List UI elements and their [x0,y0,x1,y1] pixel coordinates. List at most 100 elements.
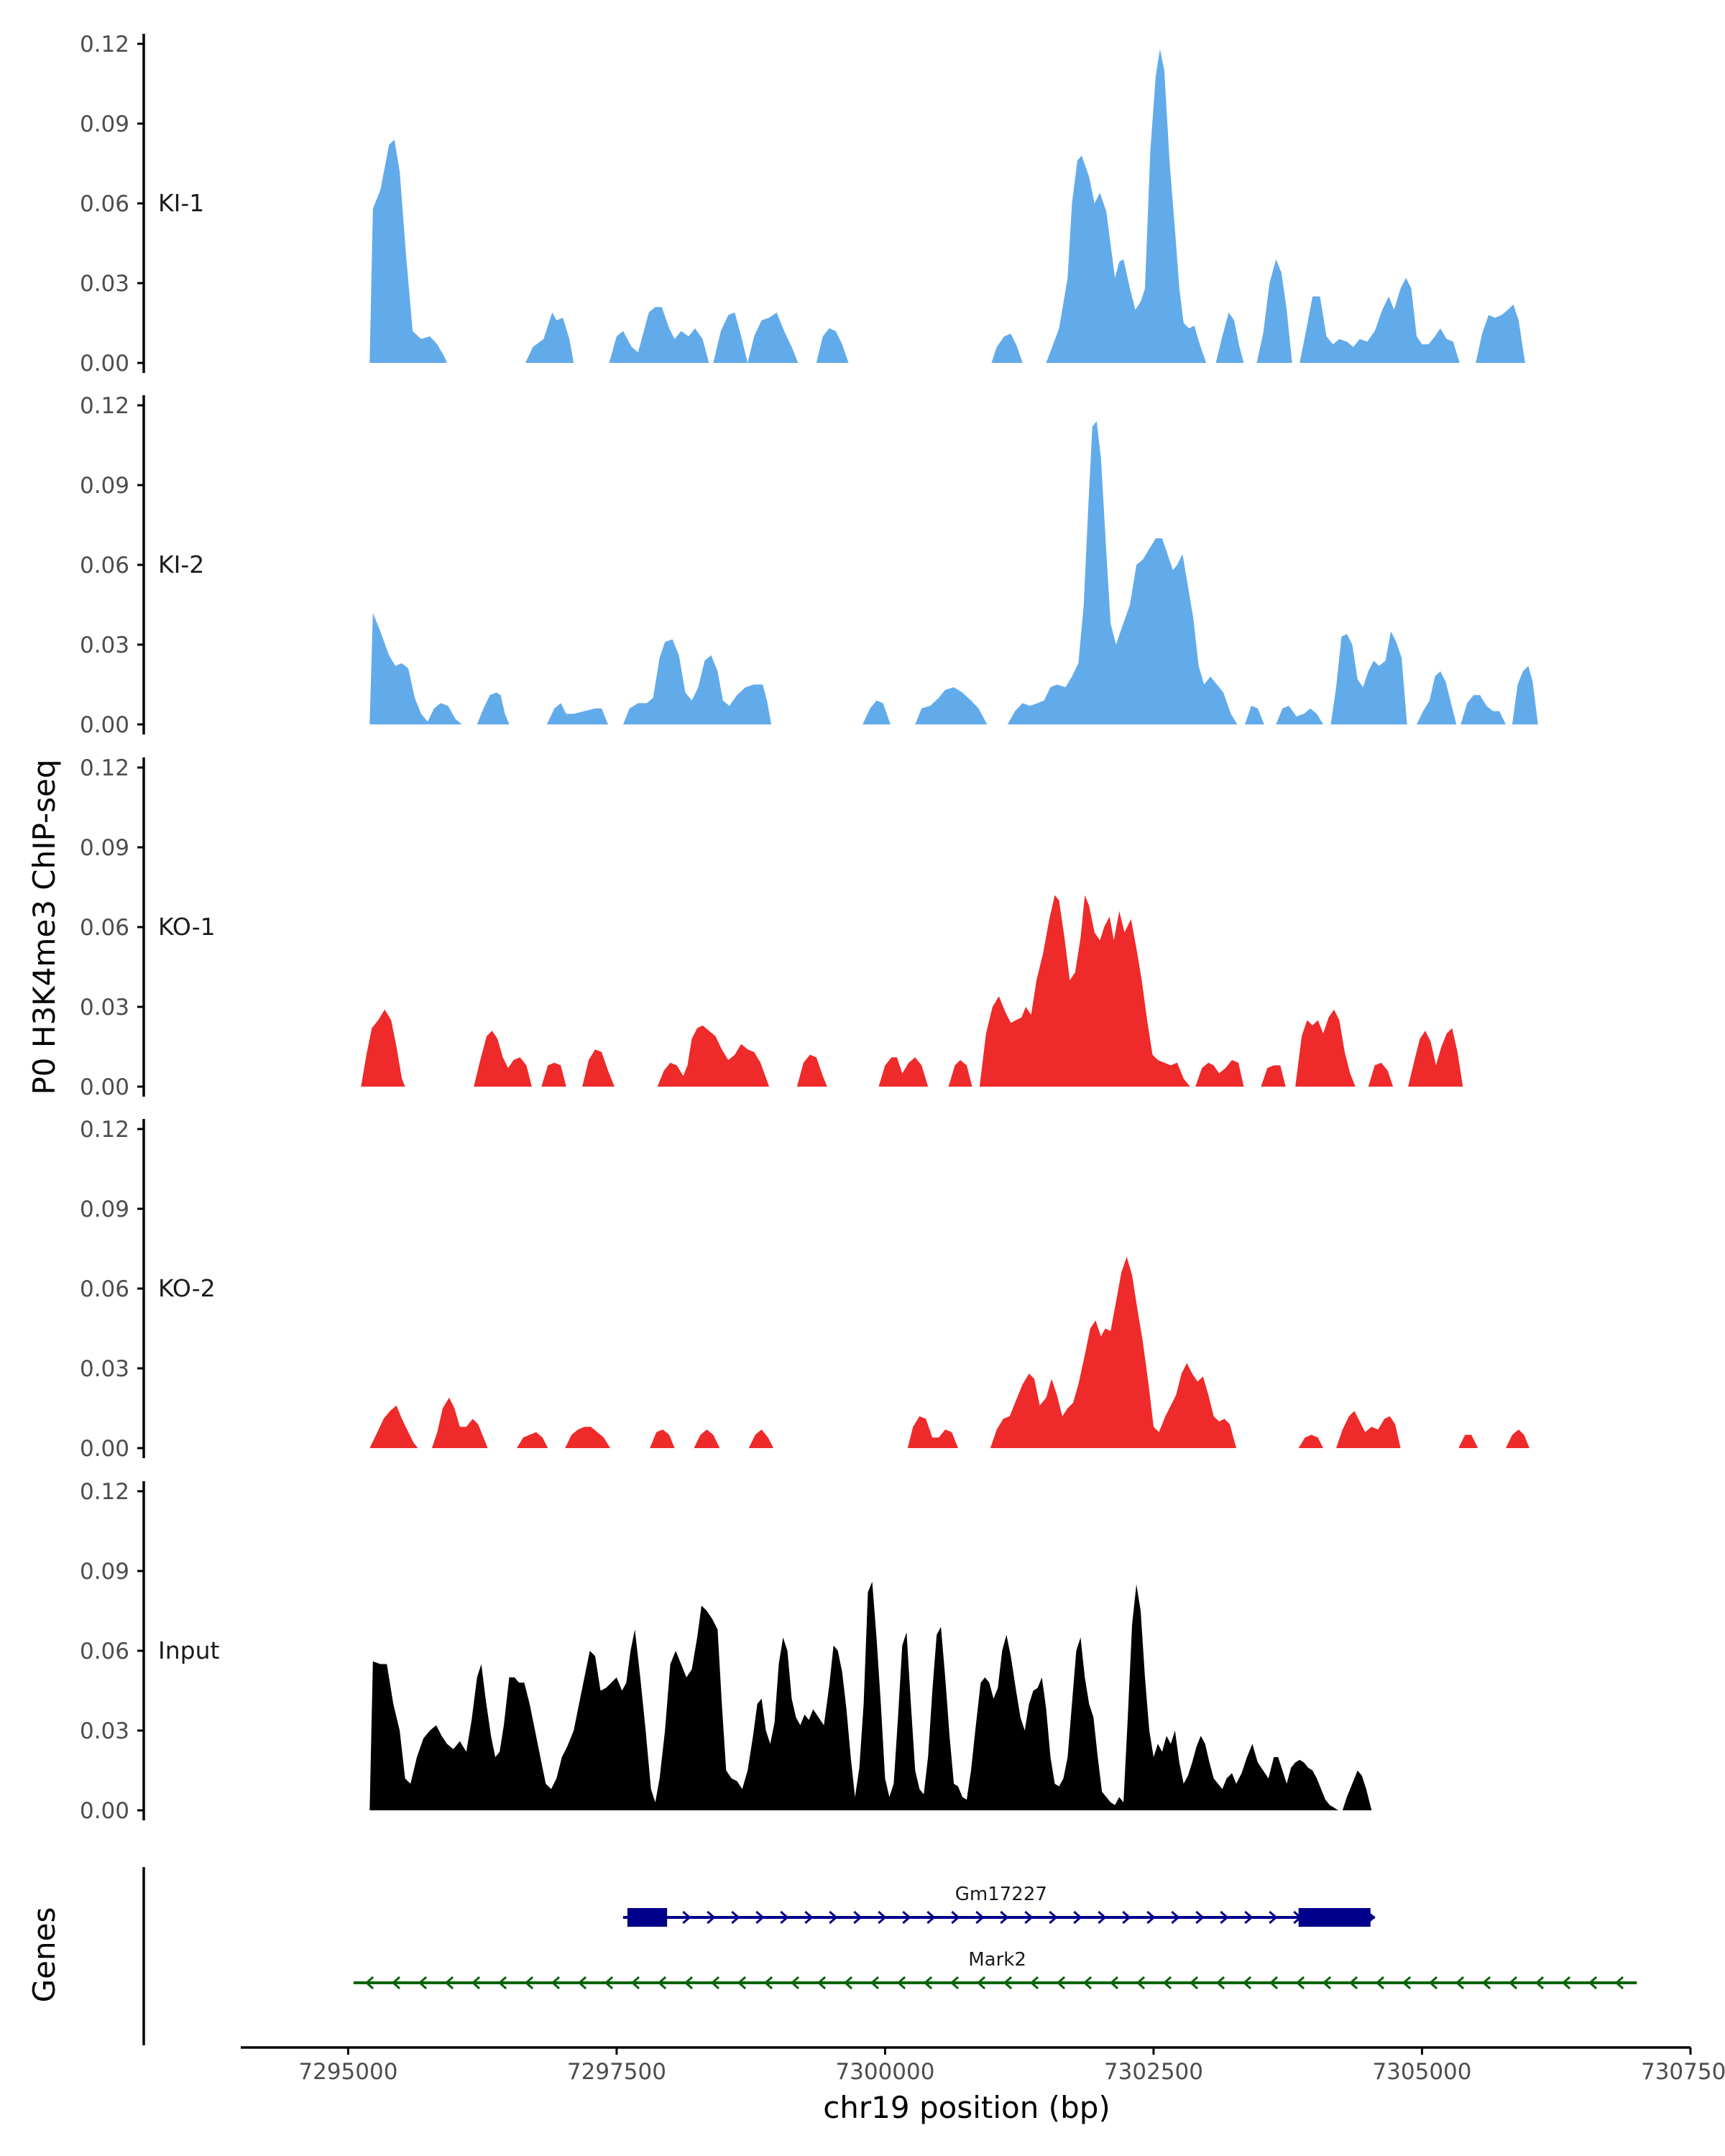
y-tick-label: 0.00 [80,1074,129,1100]
strand-arrow [1109,1976,1119,1990]
strand-arrow [1136,1976,1146,1990]
strand-arrow [1073,1910,1082,1925]
y-tick-label: 0.03 [80,271,129,297]
strand-arrow [1269,1910,1278,1925]
track-ki-2: 0.00 0.03 0.06 0.09 0.12 KI-2 [80,393,1538,738]
strand-arrow [1189,1976,1199,1990]
track-ko-1: 0.00 0.03 0.06 0.09 0.12 KO-1 [80,755,1463,1100]
track-label: KI-2 [158,550,204,579]
strand-arrow [657,1976,667,1990]
strand-arrow [1220,1910,1229,1925]
strand-arrow [418,1976,428,1990]
strand-arrow [804,1910,814,1925]
exon-block [627,1908,668,1927]
strand-arrow [1146,1910,1156,1925]
y-tick-label: 0.12 [80,393,129,419]
strand-arrow [1056,1976,1066,1990]
strand-arrow [684,1976,694,1990]
x-tick-label: 7307500 [1641,2059,1725,2085]
strand-arrow [949,1976,960,1990]
y-tick-label: 0.03 [80,1356,129,1382]
coverage-area-ko-1 [361,895,1463,1087]
y-tick-label: 0.12 [80,755,129,781]
y-tick-label: 0.03 [80,1718,129,1744]
strand-arrow [853,1910,862,1925]
y-tick-label: 0.09 [80,1197,129,1222]
strand-arrow [1402,1976,1412,1990]
y-tick-label: 0.12 [80,1117,129,1143]
y-tick-label: 0.06 [80,191,129,217]
strand-arrow [364,1976,374,1990]
strand-arrow [577,1976,587,1990]
coverage-area-ko-2 [369,1256,1530,1448]
strand-arrow [1098,1910,1107,1925]
coverage-area-ki-1 [369,49,1525,364]
strand-arrow [870,1976,880,1990]
y-tick-label: 0.00 [80,712,129,738]
strand-arrow [707,1910,716,1925]
strand-arrow [896,1976,906,1990]
strand-arrow [1561,1976,1571,1990]
gene-gm17227: Gm17227 [622,1884,1376,1927]
genes-axis-title: Genes [27,1907,62,2003]
y-tick-label: 0.09 [80,473,129,499]
strand-arrow [1049,1910,1058,1925]
strand-arrow [975,1910,985,1925]
strand-arrow [780,1910,789,1925]
y-tick-label: 0.00 [80,351,129,377]
track-label: KO-2 [158,1274,216,1302]
coverage-area-input [369,1581,1372,1810]
x-axis: 7295000 7297500 7300000 7302500 7305000 73075… [241,2046,1725,2085]
strand-arrow [1295,1976,1305,1990]
strand-arrow [1614,1976,1624,1990]
x-tick-label: 7302500 [1104,2059,1203,2085]
y-tick-label: 0.03 [80,632,129,658]
track-ko-2: 0.00 0.03 0.06 0.09 0.12 KO-2 [80,1117,1530,1462]
track-label: KI-1 [158,189,204,217]
strand-arrow [1171,1910,1180,1925]
y-tick-label: 0.06 [80,553,129,579]
strand-arrow [731,1910,740,1925]
strand-arrow [763,1976,773,1990]
track-label: KO-1 [158,913,216,941]
strand-arrow [682,1910,691,1925]
strand-arrow [737,1976,747,1990]
coverage-area-ki-2 [369,421,1538,724]
strand-arrow [524,1976,534,1990]
strand-arrow [1122,1910,1131,1925]
strand-arrow [1508,1976,1518,1990]
strand-arrow [497,1976,507,1990]
strand-arrow [551,1976,561,1990]
strand-arrow [1428,1976,1438,1990]
strand-arrow [1535,1976,1545,1990]
signal-tracks: 0.00 0.03 0.06 0.09 0.12 KI-1 0.00 0.03 0.06 0.09… [80,32,1538,1824]
strand-arrow [1455,1976,1465,1990]
y-tick-label: 0.00 [80,1798,129,1824]
exon-block [1298,1908,1371,1927]
y-tick-label: 0.03 [80,995,129,1021]
y-tick-label: 0.09 [80,111,129,137]
strand-arrow [710,1976,720,1990]
y-axis-title: P0 H3K4me3 ChIP-seq [27,759,62,1095]
strand-arrow [829,1910,838,1925]
y-tick-label: 0.06 [80,1276,129,1302]
strand-arrow [1242,1976,1252,1990]
strand-arrow [471,1976,481,1990]
gene-name-label: Mark2 [968,1949,1026,1971]
strand-arrow [1244,1910,1254,1925]
y-tick-label: 0.06 [80,1639,129,1664]
x-tick-label: 7297500 [567,2059,666,2085]
strand-arrow [391,1976,401,1990]
x-tick-label: 7295000 [298,2059,397,2085]
strand-arrow [1029,1976,1039,1990]
y-tick-label: 0.00 [80,1436,129,1462]
strand-arrow [976,1976,986,1990]
x-axis-title: chr19 position (bp) [823,2090,1110,2125]
strand-arrow [1000,1910,1009,1925]
strand-arrow [816,1976,827,1990]
track-label: Input [158,1636,220,1664]
strand-arrow [1481,1976,1491,1990]
strand-arrow [1195,1910,1205,1925]
gene-mark2: Mark2 [353,1949,1637,1990]
